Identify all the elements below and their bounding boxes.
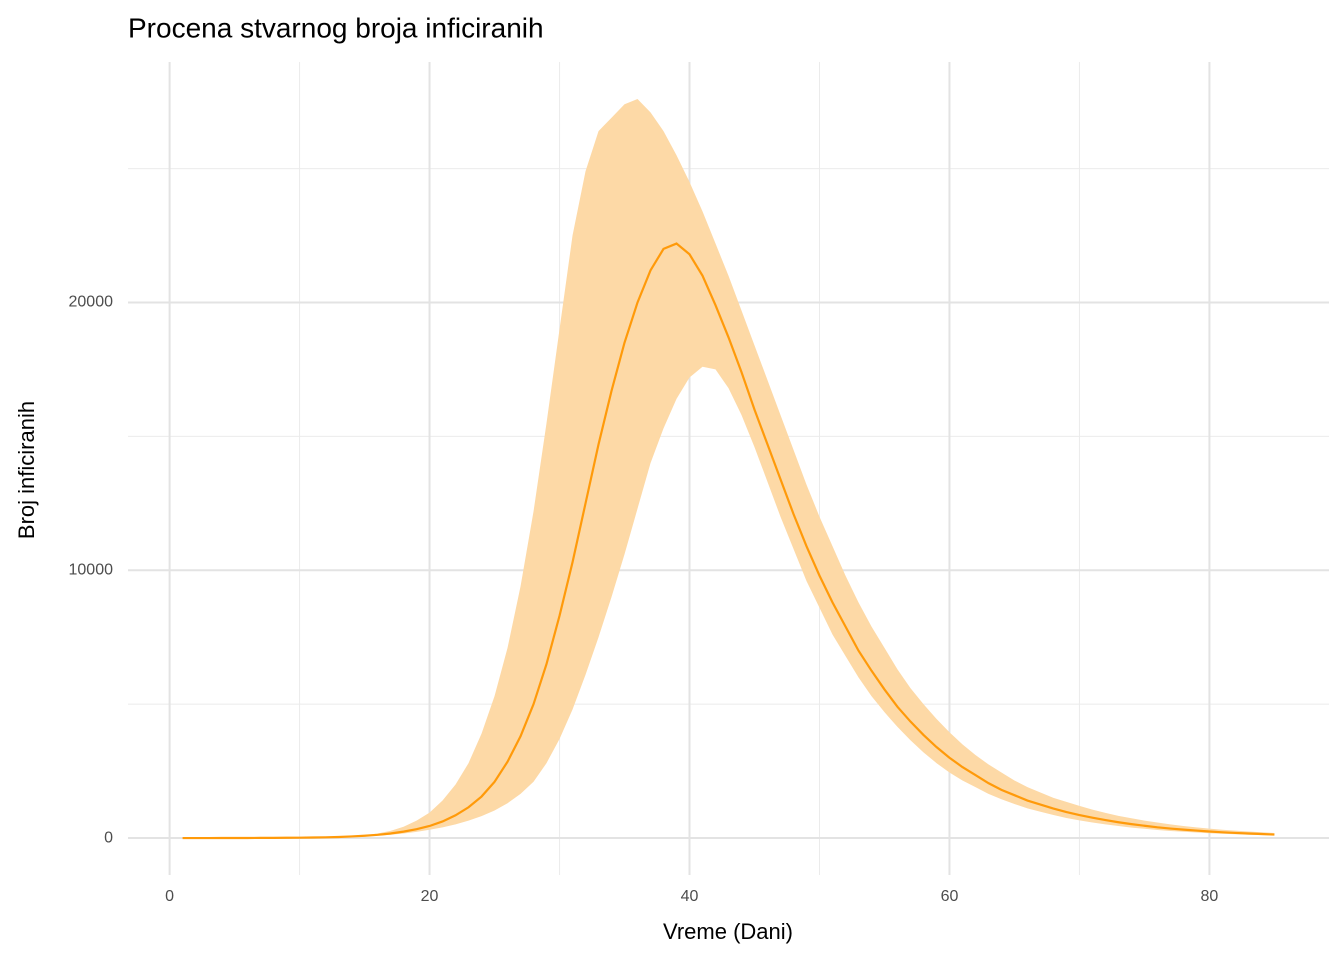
x-tick-label: 20 [421,888,439,905]
x-tick-label: 80 [1201,888,1219,905]
y-axis-label: Broj inficiranih [14,401,39,539]
y-tick-label: 0 [104,829,113,846]
x-tick-label: 40 [681,888,699,905]
mean-line [182,242,1275,840]
y-tick-label: 10000 [69,561,114,578]
x-tick-label: 0 [165,888,174,905]
y-tick-label: 20000 [69,294,114,311]
x-axis-label: Vreme (Dani) [663,919,793,944]
x-tick-label: 60 [941,888,959,905]
confidence-band [182,98,1275,839]
chart-title: Procena stvarnog broja inficiranih [128,12,544,43]
